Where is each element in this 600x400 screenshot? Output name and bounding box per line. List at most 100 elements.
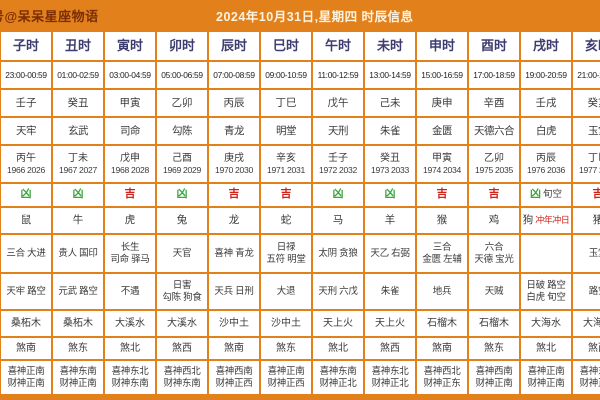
sha-direction-cell: 煞南	[209, 338, 259, 359]
luck-cell: 凶	[157, 184, 207, 206]
ganzhi-cell: 庚申	[417, 90, 467, 116]
zodiac-cell: 狗冲年冲日	[521, 208, 571, 233]
luck-cell: 吉	[573, 184, 600, 206]
deity-cell: 青龙	[209, 118, 259, 144]
ganzhi-cell: 丙辰	[209, 90, 259, 116]
zodiac-cell: 羊	[365, 208, 415, 233]
hour-cell: 巳时	[261, 32, 311, 60]
zodiac-cell: 龙	[209, 208, 259, 233]
auspicious-stars-cell: 六合 天德 宝光	[469, 235, 519, 272]
nayin-cell: 桑柘木	[53, 311, 103, 336]
clash-years-cell: 癸丑 1973 2033	[365, 146, 415, 182]
hour-cell: 未时	[365, 32, 415, 60]
ganzhi-cell: 癸丑	[53, 90, 103, 116]
ganzhi-cell: 戊午	[313, 90, 363, 116]
time-cell: 11:00-12:59	[313, 62, 363, 88]
deity-cell: 白虎	[521, 118, 571, 144]
hour-cell: 子时	[1, 32, 51, 60]
auspicious-stars-cell	[521, 235, 571, 272]
clash-years-cell: 己酉 1969 2029	[157, 146, 207, 182]
watermark-text: 号@呆呆星座物语	[0, 9, 99, 24]
wealth-joy-direction-cell: 喜神东北 财神东南	[105, 361, 155, 394]
time-cell: 21:00-22:59	[573, 62, 600, 88]
deity-cell: 天德六合	[469, 118, 519, 144]
nayin-cell: 石榴木	[417, 311, 467, 336]
sha-direction-cell: 煞北	[105, 338, 155, 359]
wealth-joy-direction-cell: 喜神东北 财神正北	[365, 361, 415, 394]
luck-cell: 吉	[209, 184, 259, 206]
sha-direction-cell: 煞西	[157, 338, 207, 359]
inauspicious-stars-cell: 天牢 路空	[1, 274, 51, 309]
page-title: 2024年10月31日,星期四 时辰信息	[216, 10, 414, 24]
time-cell: 13:00-14:59	[365, 62, 415, 88]
inauspicious-stars-cell: 天兵 日刑	[209, 274, 259, 309]
luck-cell: 凶	[53, 184, 103, 206]
nayin-cell: 沙中土	[209, 311, 259, 336]
wealth-joy-direction-cell: 喜神正南 财神正南	[1, 361, 51, 394]
hour-cell: 丑时	[53, 32, 103, 60]
wealth-joy-direction-cell: 喜神正南 财神正西	[261, 361, 311, 394]
hour-cell: 寅时	[105, 32, 155, 60]
auspicious-stars-cell: 长生 司命 驿马	[105, 235, 155, 272]
auspicious-stars-cell: 喜神 青龙	[209, 235, 259, 272]
time-cell: 15:00-16:59	[417, 62, 467, 88]
inauspicious-stars-cell: 不遇	[105, 274, 155, 309]
sha-direction-cell: 煞西	[573, 338, 600, 359]
deity-cell: 天牢	[1, 118, 51, 144]
clash-years-cell: 甲寅 1974 2034	[417, 146, 467, 182]
time-cell: 23:00-00:59	[1, 62, 51, 88]
clash-years-cell: 丙午 1966 2026	[1, 146, 51, 182]
deity-cell: 金匮	[417, 118, 467, 144]
inauspicious-stars-cell: 路空	[573, 274, 600, 309]
sha-direction-cell: 煞西	[365, 338, 415, 359]
sha-direction-cell: 煞东	[261, 338, 311, 359]
ganzhi-cell: 己未	[365, 90, 415, 116]
wealth-joy-direction-cell: 喜神西北 财神东南	[157, 361, 207, 394]
auspicious-stars-cell: 贵人 国印	[53, 235, 103, 272]
sha-direction-cell: 煞东	[469, 338, 519, 359]
deity-cell: 明堂	[261, 118, 311, 144]
clash-years-cell: 丁巳1977 2037	[573, 146, 600, 182]
nayin-cell: 天上火	[313, 311, 363, 336]
title-bar: 号@呆呆星座物语 2024年10月31日,星期四 时辰信息	[0, 0, 600, 31]
hour-cell: 酉时	[469, 32, 519, 60]
inauspicious-stars-cell: 天贼	[469, 274, 519, 309]
zodiac-cell: 鼠	[1, 208, 51, 233]
nayin-cell: 大海水	[521, 311, 571, 336]
time-cell: 19:00-20:59	[521, 62, 571, 88]
clash-years-cell: 辛亥 1971 2031	[261, 146, 311, 182]
hour-cell: 辰时	[209, 32, 259, 60]
auspicious-stars-cell: 日禄 五符 明堂	[261, 235, 311, 272]
auspicious-stars-cell: 三合 大进	[1, 235, 51, 272]
zodiac-cell: 蛇	[261, 208, 311, 233]
clash-years-cell: 戊申 1968 2028	[105, 146, 155, 182]
inauspicious-stars-cell: 日破 路空 白虎 旬空	[521, 274, 571, 309]
zodiac-cell: 虎	[105, 208, 155, 233]
zodiac-cell: 兔	[157, 208, 207, 233]
wealth-joy-direction-cell: 喜神东南 财神正北	[313, 361, 363, 394]
zodiac-cell: 牛	[53, 208, 103, 233]
auspicious-stars-cell: 太阴 贪狼	[313, 235, 363, 272]
ganzhi-cell: 甲寅	[105, 90, 155, 116]
ganzhi-cell: 乙卯	[157, 90, 207, 116]
auspicious-stars-cell: 玉堂	[573, 235, 600, 272]
sha-direction-cell: 煞北	[521, 338, 571, 359]
inauspicious-stars-cell: 大退	[261, 274, 311, 309]
inauspicious-stars-cell: 日害 勾陈 狗食	[157, 274, 207, 309]
sha-direction-cell: 煞南	[1, 338, 51, 359]
inauspicious-stars-cell: 元武 路空	[53, 274, 103, 309]
zodiac-cell: 猴	[417, 208, 467, 233]
ganzhi-cell: 辛酉	[469, 90, 519, 116]
zodiac-cell: 鸡	[469, 208, 519, 233]
luck-cell: 吉	[105, 184, 155, 206]
nayin-cell: 石榴木	[469, 311, 519, 336]
sha-direction-cell: 煞南	[417, 338, 467, 359]
zodiac-cell: 马	[313, 208, 363, 233]
hour-cell: 午时	[313, 32, 363, 60]
clash-years-cell: 丙辰 1976 2036	[521, 146, 571, 182]
nayin-cell: 大海水	[573, 311, 600, 336]
wealth-joy-direction-cell: 喜神西南 财神正西	[209, 361, 259, 394]
auspicious-stars-cell: 天乙 右弼	[365, 235, 415, 272]
inauspicious-stars-cell: 天刑 六戊	[313, 274, 363, 309]
